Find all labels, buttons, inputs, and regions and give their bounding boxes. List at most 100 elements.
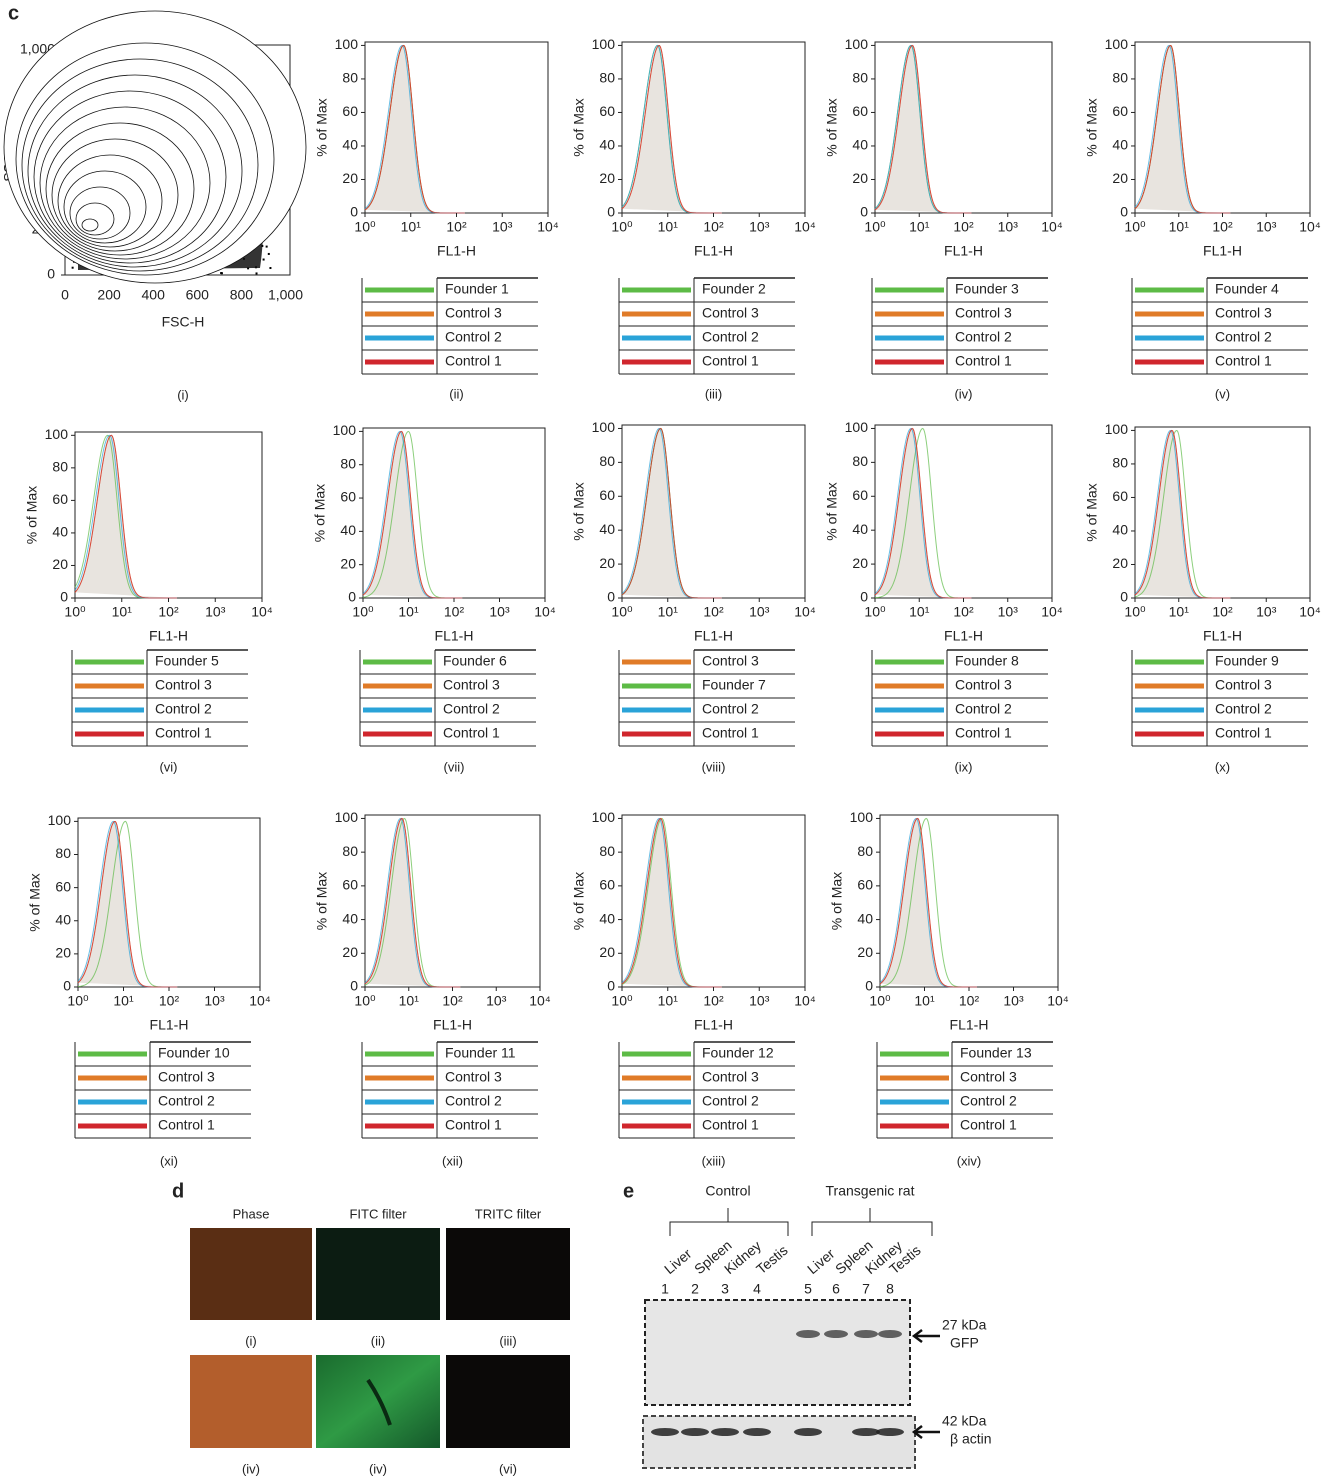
legend-label: Control 3 [1215,677,1272,693]
y-tick-label: 0 [350,978,358,994]
legend-label: Control 2 [702,1093,759,1109]
x-tick-label: 10² [953,219,974,235]
y-tick-label: 60 [342,103,358,119]
y-tick-label: 80 [342,70,358,86]
micrograph [190,1355,312,1448]
y-axis-label: % of Max [824,482,840,540]
caption: (i) [245,1333,257,1348]
x-tick-label: 10⁰ [352,604,374,620]
legend-label: Control 2 [955,701,1012,717]
caption: (ii) [371,1333,385,1348]
y-tick-label: 40 [599,910,615,926]
x-tick-label: 600 [186,287,210,303]
y-tick-label: 0 [607,978,615,994]
x-tick-label: 10⁴ [249,993,271,1009]
legend-label: Founder 7 [702,677,766,693]
legend-label: Control 2 [702,701,759,717]
x-tick-label: 800 [230,287,254,303]
y-axis-label: % of Max [571,482,587,540]
y-tick-label: 20 [852,555,868,571]
y-axis-label: % of Max [24,486,40,544]
legend-label: Founder 11 [445,1045,516,1061]
band [711,1428,739,1436]
dot [256,272,258,274]
x-tick-label: 10² [703,219,724,235]
legend-label: Control 1 [702,725,759,741]
x-tick-label: 10³ [492,219,513,235]
x-tick-label: 10¹ [658,219,679,235]
y-tick-label: 40 [1112,522,1128,538]
lane-number: 8 [886,1281,894,1297]
legend-label: Control 1 [445,1117,502,1133]
x-axis-label: FL1-H [149,628,188,644]
panel-label: e [623,1180,634,1202]
dot [268,253,270,255]
lane-label: Liver [661,1245,695,1277]
legend-label: Control 1 [158,1117,215,1133]
legend-label: Founder 9 [1215,653,1279,669]
x-tick-label: 10³ [998,604,1019,620]
y-tick-label: 100 [850,809,874,825]
legend-label: Founder 1 [445,281,509,297]
y-tick-label: 80 [340,455,356,471]
x-tick-label: 10³ [204,993,225,1009]
x-tick-label: 10² [444,604,465,620]
x-tick-label: 10⁰ [1124,219,1146,235]
x-tick-label: 10¹ [398,604,419,620]
y-tick-label: 20 [55,945,71,961]
legend-label: Control 2 [445,329,502,345]
y-tick-label: 100 [335,36,359,52]
band [854,1330,878,1338]
x-tick-label: 10⁰ [611,604,633,620]
legend-label: Founder 3 [955,281,1019,297]
x-tick-label: 10⁰ [611,993,633,1009]
x-tick-label: 10⁰ [611,219,633,235]
legend-label: Control 1 [1215,725,1272,741]
x-axis-label: FL1-H [1203,243,1242,259]
x-tick-label: 10⁴ [529,993,551,1009]
y-tick-label: 100 [333,422,357,438]
x-tick-label: 10¹ [113,993,134,1009]
legend-label: Control 1 [960,1117,1017,1133]
contour [4,11,306,283]
y-tick-label: 20 [1112,170,1128,186]
column-heading: TRITC filter [475,1206,542,1221]
legend-label: Control 2 [1215,701,1272,717]
lane-number: 5 [804,1281,812,1297]
y-tick-label: 40 [599,137,615,153]
y-tick-label: 0 [63,978,71,994]
caption: (iii) [705,386,722,401]
x-tick-label: 10³ [486,993,507,1009]
x-tick-label: 10³ [749,219,770,235]
y-tick-label: 80 [342,843,358,859]
y-tick-label: 20 [1112,555,1128,571]
y-tick-label: 0 [607,589,615,605]
dot [72,267,74,269]
legend-label: Control 3 [158,1069,215,1085]
dot [266,246,268,248]
caption: (v) [1215,386,1230,401]
y-tick-label: 100 [592,809,616,825]
y-tick-label: 40 [55,911,71,927]
column-heading: FITC filter [349,1206,407,1221]
x-tick-label: 10⁰ [869,993,891,1009]
x-tick-label: 10³ [489,604,510,620]
x-tick-label: 10⁴ [251,604,273,620]
y-axis-label: % of Max [571,98,587,156]
legend-label: Control 3 [445,1069,502,1085]
caption: (vi) [159,759,177,774]
group-label: Control [705,1183,750,1199]
x-tick-label: 10¹ [1169,219,1190,235]
y-axis-label: % of Max [824,98,840,156]
y-tick-label: 80 [1112,70,1128,86]
legend-label: Control 3 [702,305,759,321]
legend-label: Control 3 [155,677,212,693]
x-tick-label: 10³ [205,604,226,620]
band-name: β actin [950,1431,992,1447]
lane-number: 4 [753,1281,761,1297]
y-tick-label: 0 [860,204,868,220]
y-tick-label: 0 [1120,204,1128,220]
x-tick-label: 10³ [1256,219,1277,235]
x-tick-label: 10⁴ [1041,219,1063,235]
y-axis-label: % of Max [314,872,330,930]
